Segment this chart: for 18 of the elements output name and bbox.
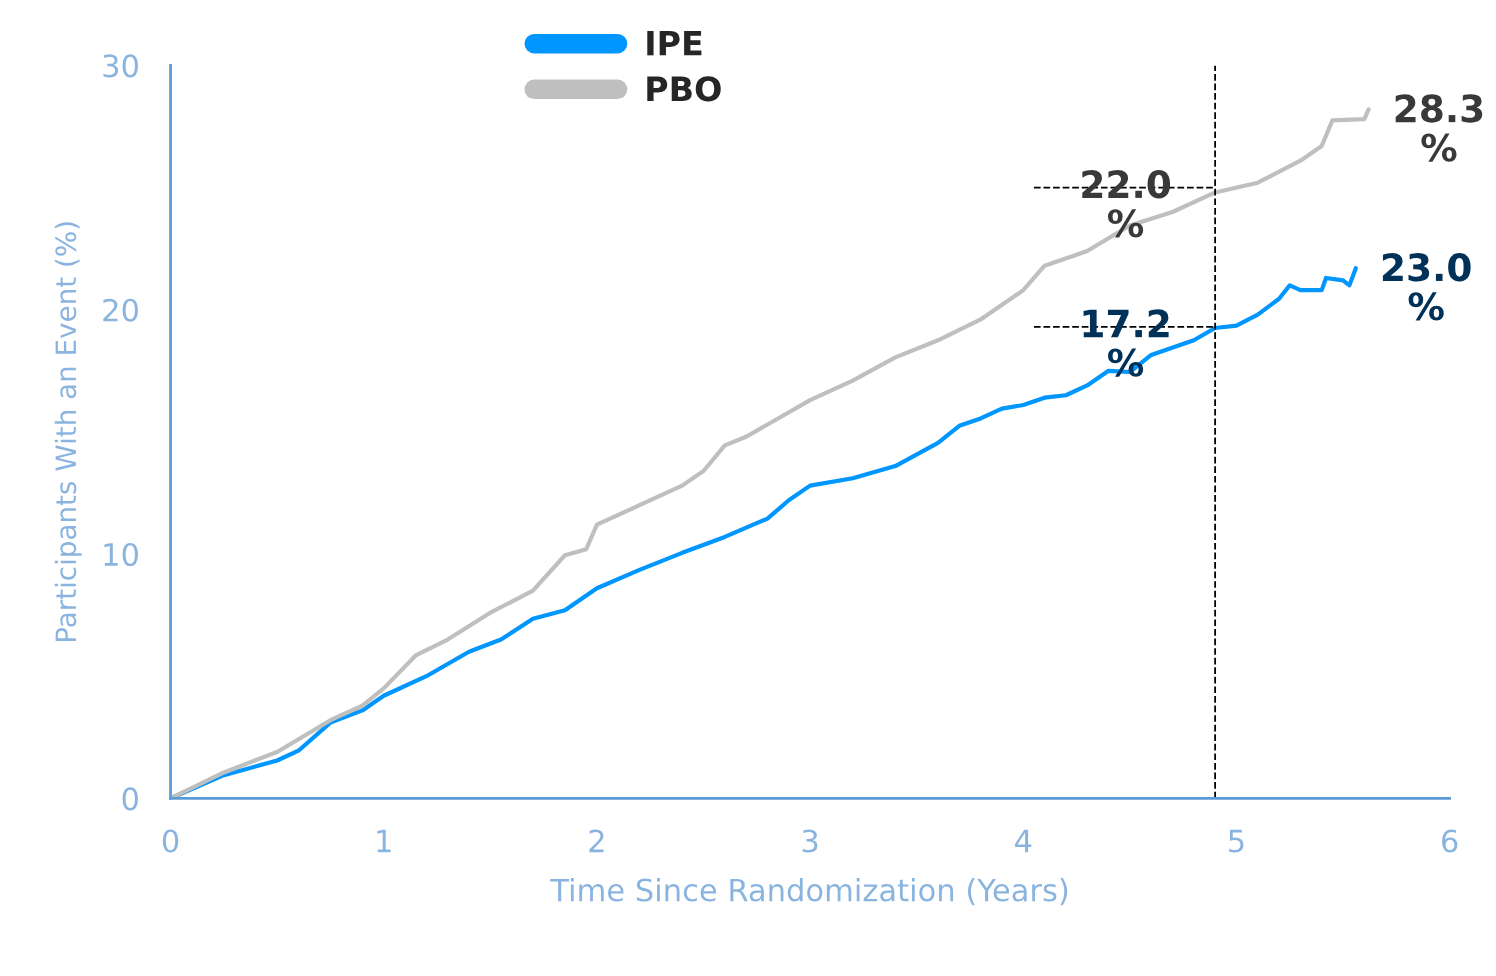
y-tick-label: 30	[103, 54, 138, 78]
y-axis-title: Participants With an Event (%)	[54, 222, 82, 642]
x-tick-label: 3	[802, 829, 818, 853]
x-tick-label: 5	[1229, 829, 1244, 853]
y-tick-label: 20	[103, 298, 138, 322]
x-tick-label: 0	[162, 829, 179, 853]
legend-label: PBO	[647, 76, 721, 102]
annotation: 28.3 %	[1395, 94, 1483, 162]
x-axis-title: Time Since Randomization (Years)	[550, 877, 1068, 906]
x-tick-label: 2	[589, 829, 604, 853]
line-series	[170, 107, 1371, 799]
legend-label: IPE	[647, 31, 702, 56]
y-tick-label: 0	[122, 787, 138, 811]
x-tick-label: 6	[1442, 829, 1458, 853]
annotation: 23.0 %	[1382, 253, 1471, 321]
x-tick-label: 1	[377, 829, 391, 853]
y-tick-label: 10	[104, 542, 138, 567]
x-tick-label: 4	[1015, 829, 1032, 853]
